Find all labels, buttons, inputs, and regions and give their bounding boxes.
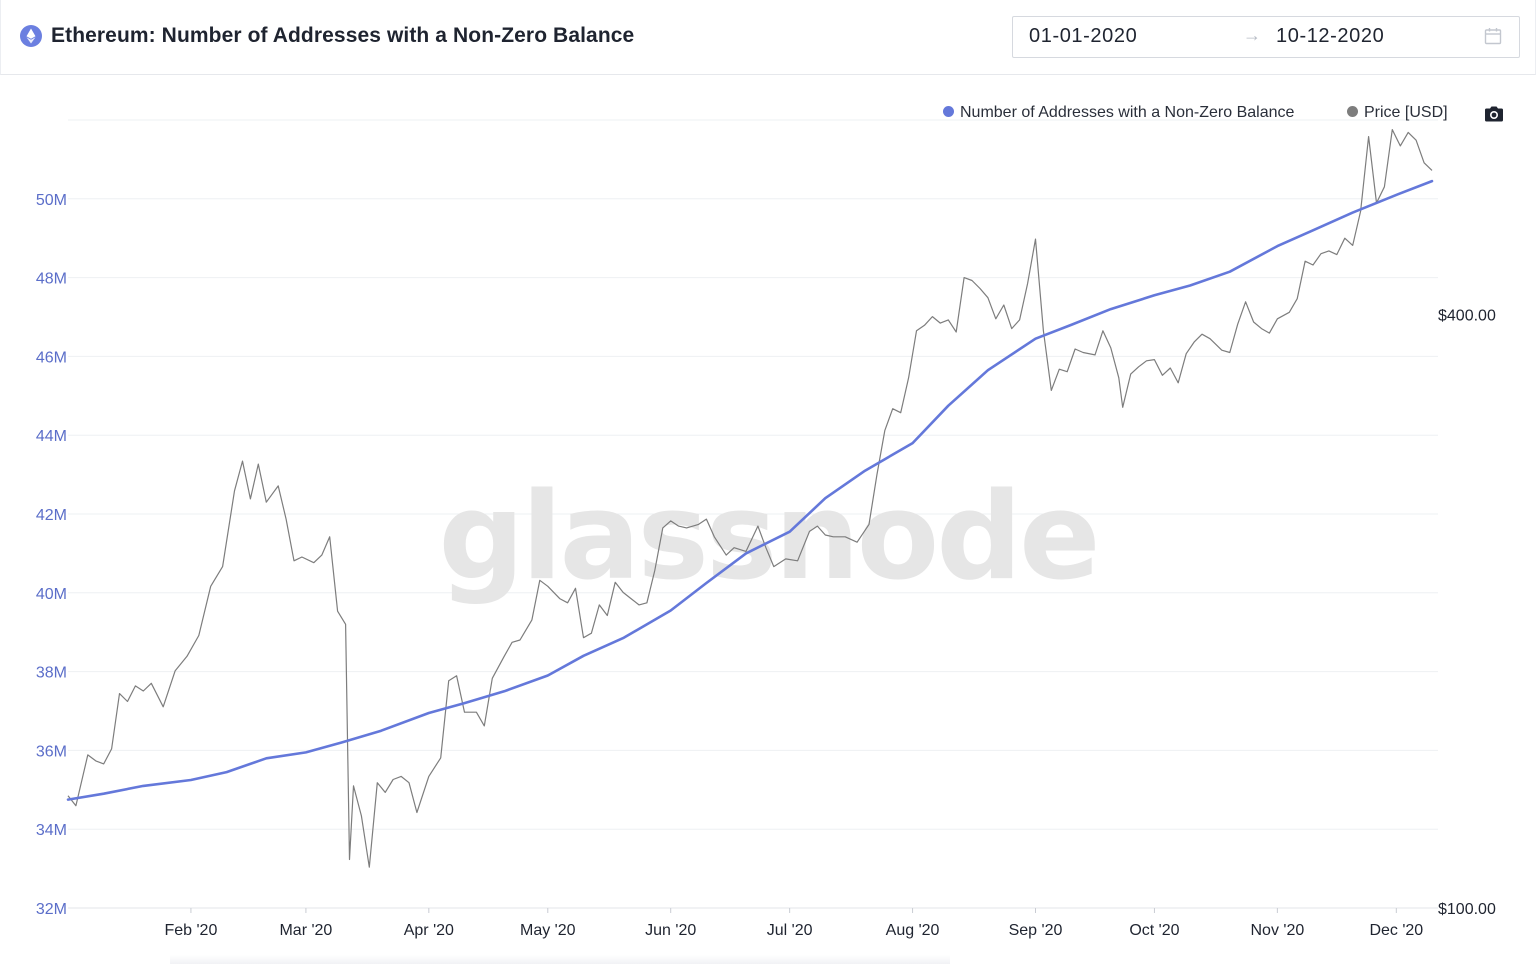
x-tick-label: Dec '20 — [1369, 922, 1423, 939]
watermark: glassnode — [438, 468, 1097, 607]
x-tick-label: May '20 — [520, 922, 576, 939]
bottom-scroll-shadow — [170, 955, 950, 964]
legend-item-addresses[interactable]: Number of Addresses with a Non-Zero Bala… — [943, 104, 1294, 122]
calendar-icon[interactable] — [1484, 27, 1502, 50]
y-right-tick-label: $100.00 — [1438, 901, 1496, 918]
y-left-tick-label: 46M — [36, 349, 67, 366]
series-line-price — [67, 129, 1433, 868]
x-tick-label: Apr '20 — [404, 922, 454, 939]
y-left-tick-label: 38M — [36, 665, 67, 682]
x-tick-label: Jun '20 — [645, 922, 696, 939]
chart-header: Ethereum: Number of Addresses with a Non… — [0, 0, 1536, 75]
x-tick-label: Sep '20 — [1009, 922, 1063, 939]
x-tick-label: Aug '20 — [886, 922, 940, 939]
x-tick-label: Jul '20 — [767, 922, 813, 939]
x-tick-label: Mar '20 — [279, 922, 332, 939]
legend-dot-price — [1347, 106, 1358, 118]
x-tick-label: Oct '20 — [1129, 922, 1179, 939]
legend-label-price: Price [USD] — [1364, 104, 1448, 121]
legend-label-addresses: Number of Addresses with a Non-Zero Bala… — [960, 104, 1295, 121]
y-right-tick-label: $400.00 — [1438, 307, 1496, 324]
y-left-tick-label: 44M — [36, 428, 67, 445]
y-left-tick-label: 50M — [36, 192, 67, 209]
y-left-tick-label: 32M — [36, 901, 67, 918]
y-left-tick-label: 36M — [36, 743, 67, 760]
camera-icon[interactable] — [1483, 104, 1505, 129]
x-tick-label: Nov '20 — [1250, 922, 1304, 939]
date-range-picker[interactable]: 01-01-2020 → 10-12-2020 — [1012, 16, 1520, 58]
y-left-tick-label: 42M — [36, 507, 67, 524]
ethereum-icon — [20, 25, 42, 47]
x-tick-label: Feb '20 — [164, 922, 217, 939]
chart-title: Ethereum: Number of Addresses with a Non… — [51, 24, 635, 47]
date-from-input[interactable]: 01-01-2020 — [1029, 25, 1138, 47]
series-line-addresses — [66, 179, 1434, 801]
range-arrow-icon: → — [1243, 25, 1261, 45]
y-left-tick-label: 48M — [36, 271, 67, 288]
y-left-tick-label: 40M — [36, 586, 67, 603]
date-to-input[interactable]: 10-12-2020 — [1276, 25, 1385, 47]
legend-dot-addresses — [943, 106, 954, 118]
legend-item-price[interactable]: Price [USD] — [1347, 104, 1448, 122]
y-left-tick-label: 34M — [36, 822, 67, 839]
